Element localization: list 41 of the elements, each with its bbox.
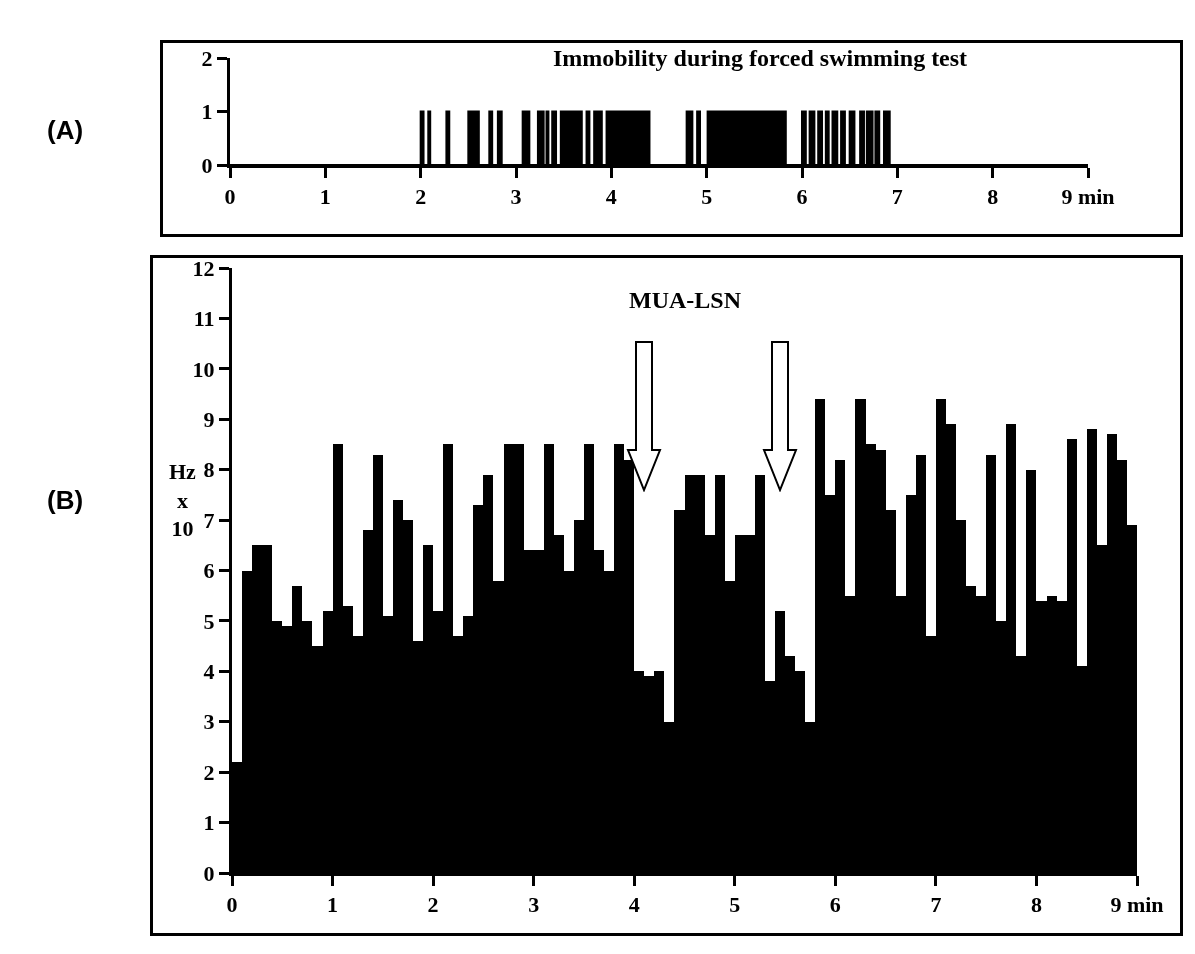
y-tick-label: 2	[201, 45, 213, 71]
x-tick-label: 2	[415, 184, 427, 210]
x-tick-label: 4	[605, 184, 617, 210]
x-tick-label: 7	[930, 892, 942, 918]
x-tick-label: 7	[891, 184, 903, 210]
x-tick-label: 2	[427, 892, 439, 918]
x-tick-label: 9 min	[1061, 184, 1115, 210]
y-tick-label: 1	[203, 810, 215, 836]
y-tick-label: 0	[203, 860, 215, 886]
x-tick-label: 0	[226, 892, 238, 918]
y-tick-label: 1	[201, 99, 213, 125]
y-tick-label: 6	[203, 558, 215, 584]
text: (A)	[47, 115, 84, 145]
x-tick-label: 6	[829, 892, 841, 918]
x-tick-label: 8	[987, 184, 999, 210]
x-tick-label: 9 min	[1110, 892, 1164, 918]
y-tick-label: 7	[203, 507, 215, 533]
x-tick-label: 4	[628, 892, 640, 918]
y-axis-title: Hz x 10	[169, 459, 197, 542]
x-tick-label: 5	[729, 892, 741, 918]
x-tick-label: 8	[1030, 892, 1042, 918]
x-tick-label: 1	[327, 892, 339, 918]
chart-title: Immobility during forced swimming test	[552, 45, 968, 72]
x-tick-label: 5	[701, 184, 713, 210]
y-tick-label: 8	[203, 457, 215, 483]
y-tick-label: 4	[203, 659, 215, 685]
y-tick-label: 9	[203, 406, 215, 432]
text: MUA-LSN	[629, 287, 742, 314]
y-tick-label: 5	[203, 608, 215, 634]
y-tick-label: 0	[201, 152, 213, 178]
text: (B)	[47, 485, 84, 515]
y-tick-label: 12	[192, 255, 215, 281]
x-tick-label: 6	[796, 184, 808, 210]
x-tick-label: 1	[319, 184, 331, 210]
y-tick-label: 10	[192, 356, 215, 382]
x-tick-label: 3	[510, 184, 522, 210]
y-tick-label: 3	[203, 709, 215, 735]
y-tick-label: 11	[193, 306, 215, 332]
y-tick-label: 2	[203, 759, 215, 785]
x-tick-label: 0	[224, 184, 236, 210]
x-tick-label: 3	[528, 892, 540, 918]
